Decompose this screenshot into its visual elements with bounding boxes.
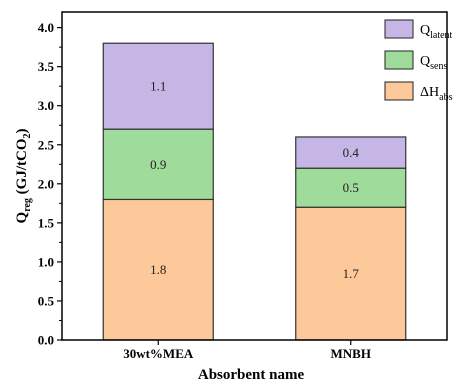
data-label: 0.4 (343, 145, 360, 160)
y-tick-label: 0.5 (38, 293, 55, 308)
x-tick-label: MNBH (331, 346, 371, 361)
legend-swatch (385, 51, 413, 69)
y-tick-label: 2.5 (38, 137, 55, 152)
y-tick-label: 2.0 (38, 176, 54, 191)
data-label: 1.1 (150, 79, 166, 94)
data-label: 1.8 (150, 262, 166, 277)
y-axis-title: Qreg (GJ/tCO2) (14, 129, 33, 224)
data-label: 0.9 (150, 157, 166, 172)
y-tick-label: 4.0 (38, 20, 54, 35)
data-label: 0.5 (343, 180, 359, 195)
legend-label: Qsens (420, 54, 447, 72)
plot-area: 1.8 0.9 1.1 1.7 0.5 0.4 (103, 43, 406, 340)
y-tick-label: 1.0 (38, 254, 54, 269)
y-tick-label: 1.5 (38, 215, 55, 230)
y-tick-label: 3.0 (38, 98, 54, 113)
legend-swatch (385, 82, 413, 100)
y-tick-label: 0.0 (38, 333, 54, 348)
legend-swatch (385, 20, 413, 38)
x-axis-title: Absorbent name (198, 367, 305, 383)
x-tick-label: 30wt%MEA (123, 346, 194, 361)
data-label: 1.7 (343, 266, 360, 281)
y-tick-label: 3.5 (38, 59, 55, 74)
